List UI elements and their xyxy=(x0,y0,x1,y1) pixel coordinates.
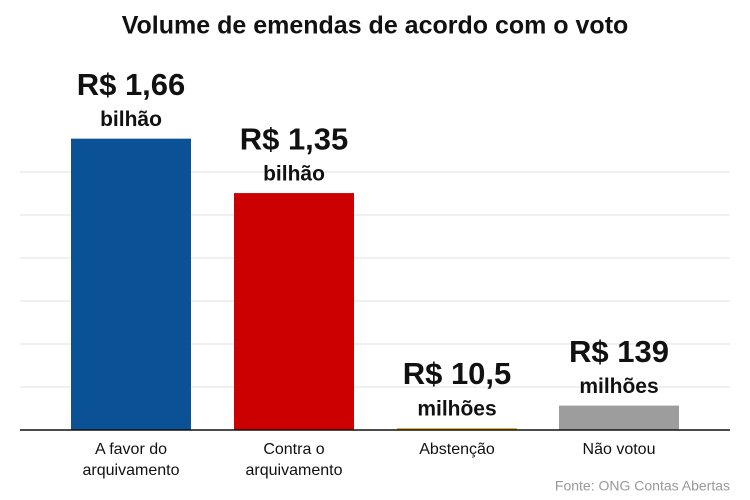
value-label: R$ 10,5 xyxy=(403,356,512,391)
value-label-unit: milhões xyxy=(579,375,658,398)
x-tick-label: arquivamento xyxy=(83,462,180,479)
x-tick-label: Não votou xyxy=(583,441,656,458)
value-label: R$ 139 xyxy=(569,334,669,369)
x-tick-label: A favor do xyxy=(95,441,167,458)
value-label-unit: bilhão xyxy=(100,108,162,131)
chart-title: Volume de emendas de acordo com o voto xyxy=(122,12,629,40)
bar xyxy=(71,138,191,431)
value-label: R$ 1,66 xyxy=(77,67,186,102)
x-tick-label: Contra o xyxy=(263,441,324,458)
bar xyxy=(559,405,679,430)
bar xyxy=(234,193,354,430)
x-tick-label: arquivamento xyxy=(246,462,343,479)
value-label-unit: bilhão xyxy=(263,163,325,186)
value-label-unit: milhões xyxy=(417,398,496,421)
bar xyxy=(397,428,517,430)
x-tick-label: Abstenção xyxy=(419,441,495,458)
value-label: R$ 1,35 xyxy=(240,121,349,156)
source: Fonte: ONG Contas Abertas xyxy=(555,478,730,494)
